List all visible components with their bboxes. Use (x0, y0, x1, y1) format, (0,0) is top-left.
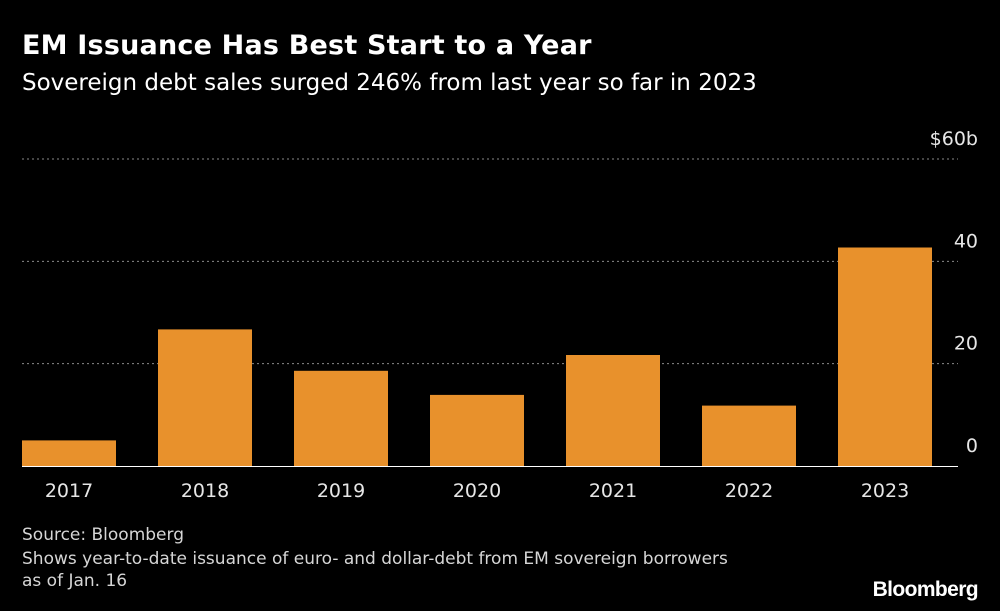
bars (22, 247, 932, 466)
y-tick-label: 0 (966, 435, 978, 457)
x-tick-label-2020: 2020 (453, 480, 501, 502)
axis: 0 20 40 $60b 2017 2018 2019 2020 2021 2022 2023 (22, 128, 978, 502)
bar-2019 (294, 370, 388, 466)
x-tick-label-2022: 2022 (725, 480, 773, 502)
y-tick-label: $60b (930, 128, 978, 150)
x-tick-label-2018: 2018 (181, 480, 229, 502)
bar-2020 (430, 394, 524, 466)
x-tick-label-2021: 2021 (589, 480, 637, 502)
source-note: Source: Bloomberg (22, 525, 184, 545)
footnote: Shows year-to-date issuance of euro- and… (22, 549, 728, 591)
x-tick-label-2023: 2023 (861, 480, 909, 502)
chart-title: EM Issuance Has Best Start to a Year (22, 30, 592, 61)
y-tick-label: 20 (954, 333, 978, 355)
bar-2017 (22, 440, 116, 466)
bar-2023 (838, 247, 932, 466)
x-tick-label-2017: 2017 (45, 480, 93, 502)
bar-2018 (158, 329, 252, 466)
bloomberg-logo: Bloomberg (872, 578, 979, 601)
bar-2022 (702, 405, 796, 466)
bar-2021 (566, 355, 660, 466)
y-tick-label: 40 (954, 230, 978, 252)
x-tick-label-2019: 2019 (317, 480, 365, 502)
chart-subtitle: Sovereign debt sales surged 246% from la… (22, 70, 757, 96)
